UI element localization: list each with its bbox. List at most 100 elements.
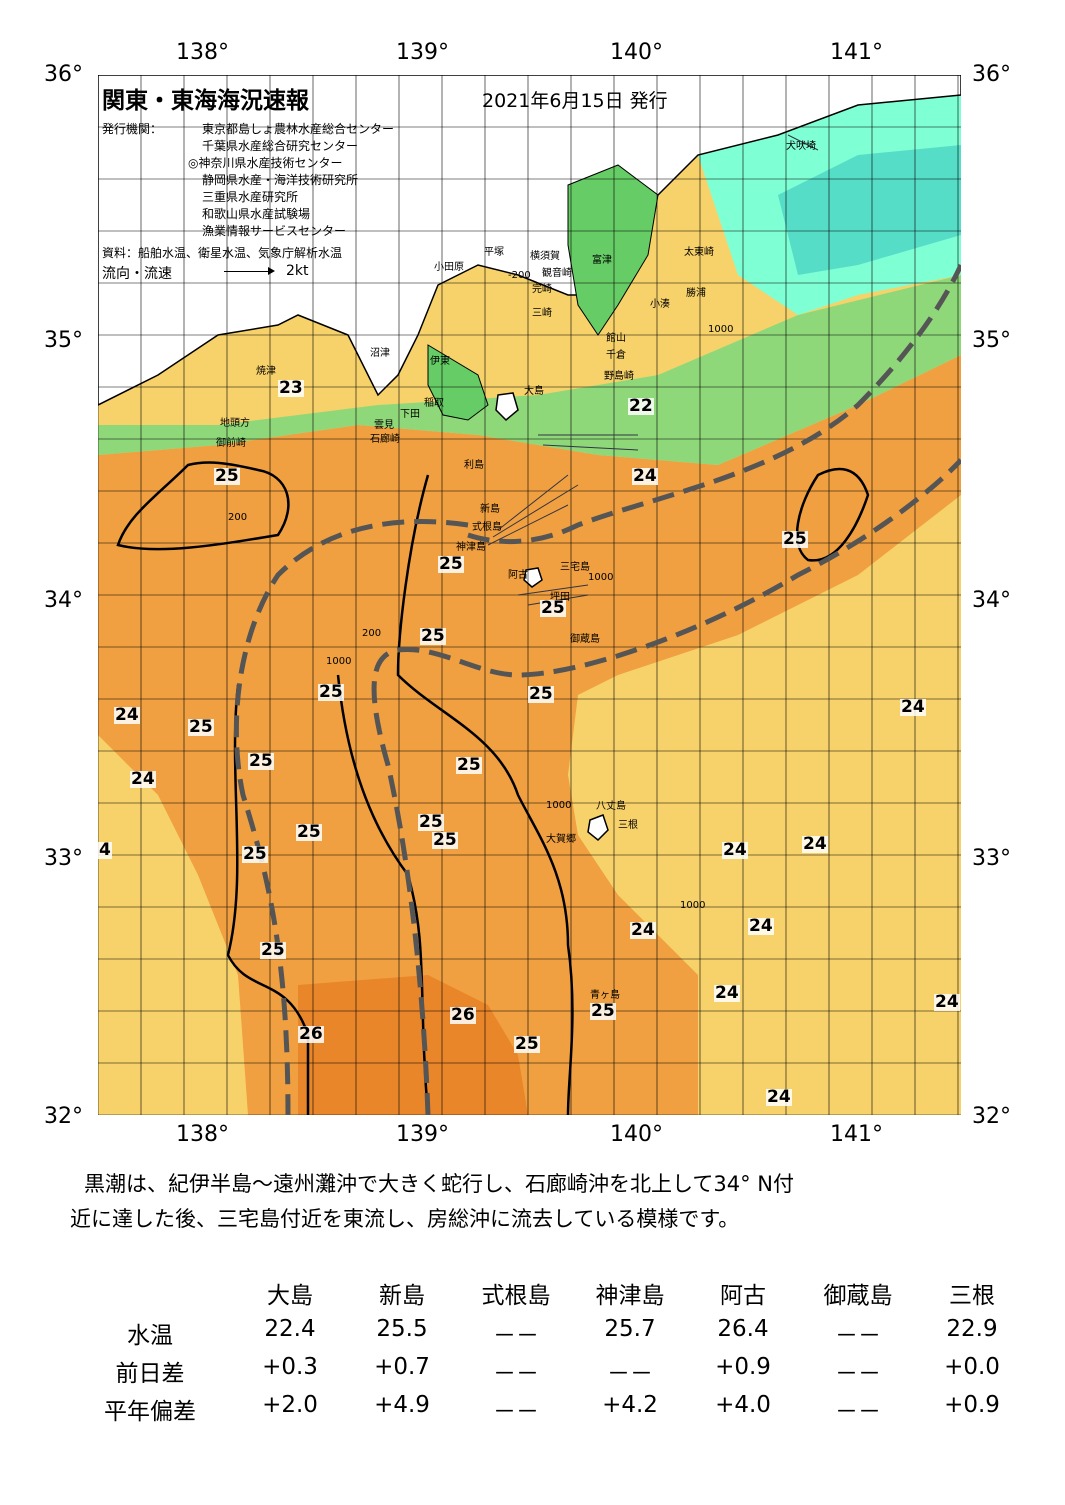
row-header: 平年偏差 (104, 1399, 196, 1425)
place-ako: 阿古 (508, 570, 528, 581)
lat-label-left-34: 34° (44, 588, 83, 613)
table-cell: 25.5 (376, 1316, 428, 1342)
place-taitosaki: 太東崎 (684, 247, 714, 258)
place-odawara: 小田原 (434, 262, 464, 273)
depth-label: 1000 (326, 656, 352, 667)
table-cell: +4.0 (715, 1392, 771, 1418)
situation-description-line-2: 近に達した後、三宅島付近を東流し、房総沖に流去している模様です。 (70, 1207, 740, 1231)
place-kannonzaki: 観音崎 (542, 268, 572, 279)
lat-label-left-33: 33° (44, 846, 83, 871)
map-title: 関東・東海海況速報 (102, 88, 309, 114)
place-ito: 伊東 (430, 356, 450, 367)
depth-label: 1000 (680, 900, 706, 911)
place-kozushima: 神津島 (456, 542, 486, 553)
lat-lon-grid (98, 75, 961, 1115)
isotherm-label: 25 (432, 830, 458, 850)
table-cell: －－ (493, 1361, 539, 1387)
lon-label-top-140: 140° (610, 40, 663, 65)
place-nojimazaki: 野島崎 (604, 371, 634, 382)
table-cell: －－ (493, 1399, 539, 1425)
place-kominato: 小湊 (650, 299, 670, 310)
lat-label-right-32: 32° (972, 1104, 1011, 1129)
place-mitsune: 三根 (618, 820, 638, 831)
lon-label-bottom-141: 141° (830, 1122, 883, 1147)
isotherm-25-west (116, 461, 290, 551)
place-hiratsuka: 平塚 (484, 247, 504, 258)
table-cell: －－ (835, 1323, 881, 1349)
table-cell: +4.9 (374, 1392, 430, 1418)
lon-label-top-139: 139° (396, 40, 449, 65)
lon-label-bottom-138: 138° (176, 1122, 229, 1147)
place-oshima: 大島 (524, 386, 544, 397)
depth-label: 200 (228, 512, 248, 523)
lat-label-left-36: 36° (44, 62, 83, 87)
place-kanzaki: 完崎 (532, 284, 552, 295)
kuroshio-axis-northern (467, 263, 961, 544)
isotherm-label: 24 (114, 705, 140, 725)
lon-label-top-141: 141° (830, 40, 883, 65)
isotherm-label: 25 (456, 755, 482, 775)
place-shimoda: 下田 (400, 409, 420, 420)
lat-label-left-32: 32° (44, 1104, 83, 1129)
table-cell: 22.4 (264, 1316, 316, 1342)
isotherm-label: 25 (296, 822, 322, 842)
place-chikura: 千倉 (606, 350, 626, 361)
kuroshio-axis-meander (371, 458, 961, 1115)
lat-label-right-34: 34° (972, 588, 1011, 613)
place-inatori: 稲取 (424, 398, 444, 409)
place-miyakejima: 三宅島 (560, 562, 590, 573)
isotherm-label: 23 (278, 378, 304, 398)
place-tsubota: 坪田 (550, 592, 570, 603)
row-header: 前日差 (115, 1361, 185, 1387)
warm-water-region (98, 355, 961, 1115)
table-cell: －－ (493, 1323, 539, 1349)
place-futtsu: 富津 (592, 255, 612, 266)
flow-legend-arrowhead (268, 267, 275, 275)
isotherm-label: 26 (450, 1005, 476, 1025)
lat-label-left-35: 35° (44, 328, 83, 353)
table-cell: 22.9 (946, 1316, 998, 1342)
isotherm-label: 24 (934, 992, 960, 1012)
land-boso-peninsula (567, 164, 659, 336)
island-miyake (523, 567, 543, 588)
isotherm-label: 25 (438, 554, 464, 574)
flow-vectors (487, 134, 819, 606)
lon-label-top-138: 138° (176, 40, 229, 65)
place-yaizu: 焼津 (256, 366, 276, 377)
place-katsuura: 勝浦 (686, 288, 706, 299)
isotherm-label: 25 (782, 529, 808, 549)
depth-label: -200 (508, 270, 531, 281)
place-yokosuka: 横須賀 (530, 251, 560, 262)
isotherm-label: 4 (98, 840, 112, 860)
flow-legend-scale: 2kt (286, 263, 309, 279)
column-header: 大島 (267, 1283, 313, 1309)
isotherm-label: 25 (590, 1001, 616, 1021)
isotherm-label: 24 (714, 983, 740, 1003)
table-cell: +0.9 (715, 1354, 771, 1380)
place-okago: 大賀郷 (546, 834, 576, 845)
place-niijima: 新島 (480, 504, 500, 515)
flow-legend-label: 流向・流速 (102, 266, 172, 282)
isotherm-label: 24 (130, 769, 156, 789)
isotherm-label: 25 (214, 466, 240, 486)
place-misaki: 三崎 (532, 308, 552, 319)
isotherm-label: 25 (242, 844, 268, 864)
isotherm-label: 25 (540, 598, 566, 618)
place-irozaki: 石廊崎 (370, 434, 400, 445)
isotherm-label: 25 (418, 812, 444, 832)
table-cell: +0.7 (374, 1354, 430, 1380)
isotherm-label: 25 (318, 682, 344, 702)
isotherm-label: 25 (528, 684, 554, 704)
place-inubosaki: 犬吠埼 (786, 141, 816, 152)
column-header: 式根島 (481, 1283, 551, 1309)
lon-label-bottom-139: 139° (396, 1122, 449, 1147)
issuer-1: 東京都島しょ農林水産総合センター (202, 122, 395, 136)
issuer-6: 和歌山県水産試験場 (202, 207, 311, 221)
lat-label-right-35: 35° (972, 328, 1011, 353)
map-svg (98, 75, 961, 1115)
column-header: 神津島 (595, 1283, 665, 1309)
column-header: 三根 (949, 1283, 995, 1309)
place-aogashima: 青ヶ島 (590, 990, 620, 1001)
table-cell: +4.2 (602, 1392, 658, 1418)
